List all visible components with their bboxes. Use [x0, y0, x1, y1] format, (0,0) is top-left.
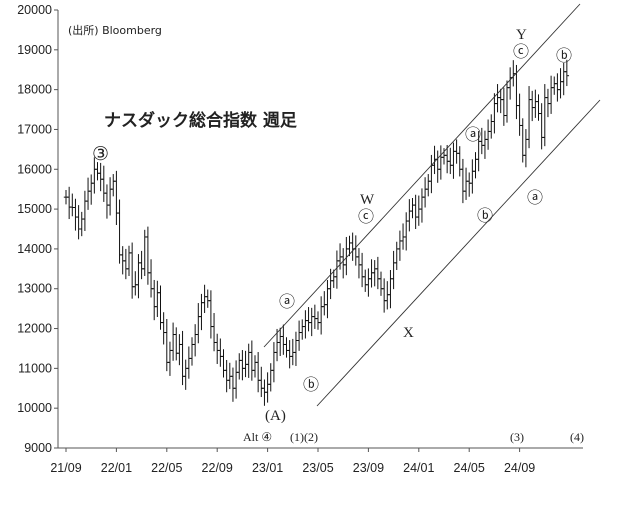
x-tick-label: 22/09 [202, 461, 233, 475]
wave-label-a-circled-1: ⓐ [279, 292, 295, 311]
x-tick-label: 21/09 [50, 461, 81, 475]
y-tick-label: 10000 [17, 401, 52, 415]
x-tick-label: 23/01 [252, 461, 283, 475]
wave-label-a: (A) [265, 408, 286, 424]
x-ticks: 21/09 22/01 22/05 22/09 23/01 23/05 23/09 24/01… [50, 448, 535, 475]
x-tick-label: 22/05 [151, 461, 182, 475]
y-tick-label: 20000 [17, 3, 52, 17]
y-tick-label: 14000 [17, 242, 52, 256]
y-tick-label: 19000 [17, 43, 52, 57]
wave-label-y: Y [516, 27, 527, 43]
y-tick-label: 12000 [17, 322, 52, 336]
y-tick-label: 16000 [17, 162, 52, 176]
x-tick-label: 24/09 [504, 461, 535, 475]
x-tick-label: 24/01 [403, 461, 434, 475]
trend-channel [263, 3, 601, 407]
wave-label-3-sub: (3) [510, 430, 524, 444]
wave-label-1-2: (1)(2) [290, 430, 318, 444]
wave-label-a-circled-2: ⓐ [465, 125, 481, 144]
x-tick-label: 24/05 [454, 461, 485, 475]
channel-upper-line [263, 3, 581, 348]
wave-label-c-circled-2: ⓒ [513, 42, 529, 61]
wave-label-x: X [403, 325, 414, 341]
price-bars [63, 59, 570, 406]
y-tick-label: 13000 [17, 282, 52, 296]
wave-label-w: W [360, 192, 375, 208]
y-tick-label: 15000 [17, 202, 52, 216]
y-tick-label: 9000 [24, 441, 52, 455]
wave-label-b-circled-3: ⓑ [556, 46, 572, 65]
channel-lower-line [316, 99, 601, 407]
wave-label-alt4: Alt ④ [243, 430, 272, 444]
y-ticks: 9000 10000 11000 12000 13000 14000 15000 16000 1… [17, 3, 58, 455]
x-tick-label: 23/09 [353, 461, 384, 475]
wave-label-c-circled-1: ⓒ [358, 207, 374, 226]
y-tick-label: 17000 [17, 122, 52, 136]
x-tick-label: 23/05 [302, 461, 333, 475]
x-tick-label: 22/01 [101, 461, 132, 475]
wave-label-a-circled-3: ⓐ [527, 188, 543, 207]
wave-label-3: ③ [92, 144, 109, 165]
source-label: (出所) Bloomberg [68, 23, 162, 37]
wave-label-b-circled-1: ⓑ [303, 375, 319, 394]
axes [57, 10, 583, 449]
y-tick-label: 18000 [17, 83, 52, 97]
wave-label-b-circled-2: ⓑ [477, 206, 493, 225]
wave-label-4-sub: (4) [570, 430, 584, 444]
y-tick-label: 11000 [18, 361, 52, 375]
chart-title: ナスダック総合指数 週足 [104, 110, 297, 131]
